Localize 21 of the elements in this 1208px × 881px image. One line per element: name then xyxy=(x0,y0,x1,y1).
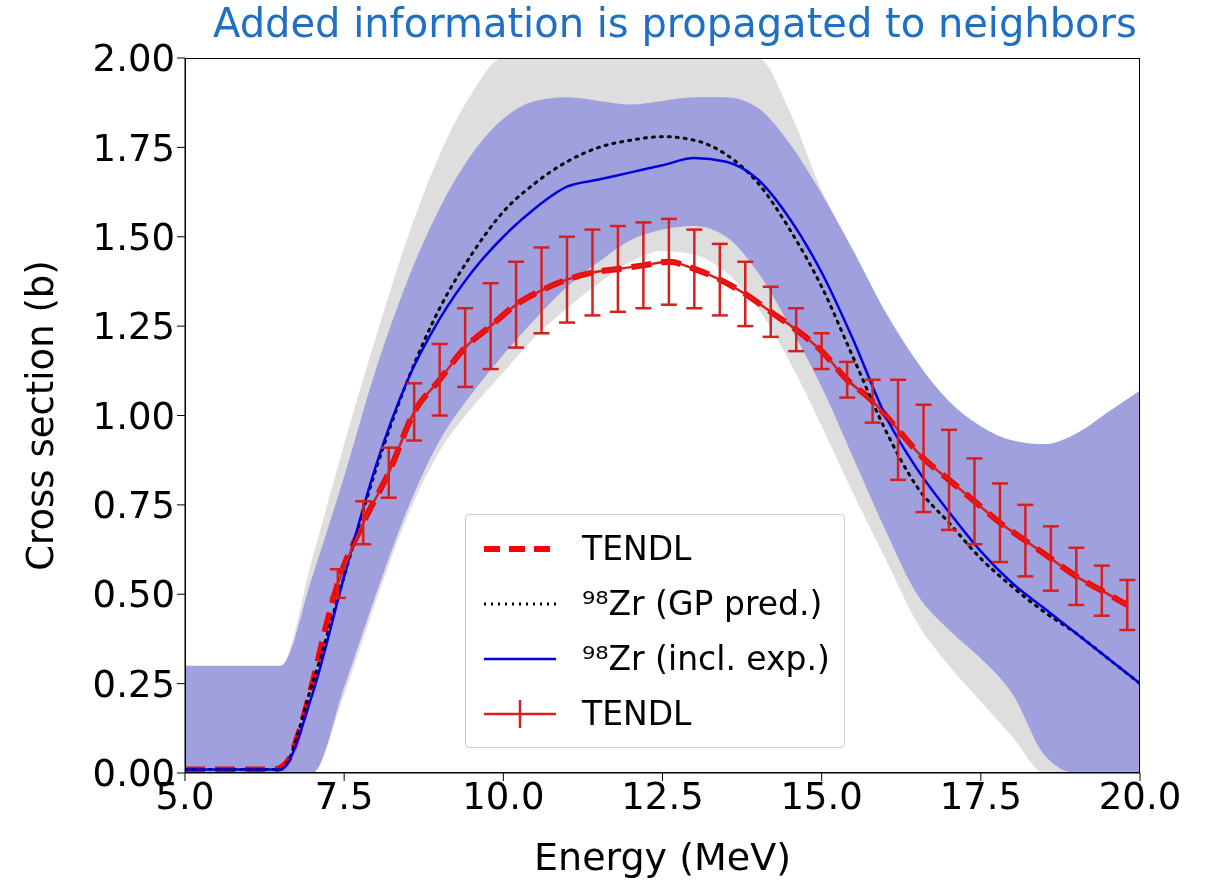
legend-label: TENDL xyxy=(582,694,692,733)
y-tick-label: 1.75 xyxy=(92,126,175,170)
x-tick-label: 15.0 xyxy=(780,775,863,819)
y-axis-title: Cross section (b) xyxy=(18,260,62,571)
y-tick-label: 1.25 xyxy=(92,305,175,349)
x-tick-label: 10.0 xyxy=(462,775,545,819)
chart-title: Added information is propagated to neighbors xyxy=(213,0,1137,46)
y-tick-label: 1.00 xyxy=(92,394,175,438)
y-tick-label: 2.00 xyxy=(92,37,175,81)
x-tick-label: 17.5 xyxy=(939,775,1023,819)
legend-label: TENDL xyxy=(582,529,692,568)
x-axis-title: Energy (MeV) xyxy=(534,835,791,879)
legend-label: ⁹⁸Zr (GP pred.) xyxy=(582,584,823,623)
x-tick-label: 12.5 xyxy=(621,775,704,819)
x-tick-label: 20.0 xyxy=(1098,775,1182,819)
legend-label: ⁹⁸Zr (incl. exp.) xyxy=(582,639,830,678)
y-tick-label: 1.50 xyxy=(92,215,175,259)
y-tick-label: 0.50 xyxy=(92,573,175,617)
x-tick-label: 7.5 xyxy=(314,775,374,819)
y-tick-label: 0.75 xyxy=(92,484,175,528)
y-tick-label: 0.25 xyxy=(92,662,175,706)
